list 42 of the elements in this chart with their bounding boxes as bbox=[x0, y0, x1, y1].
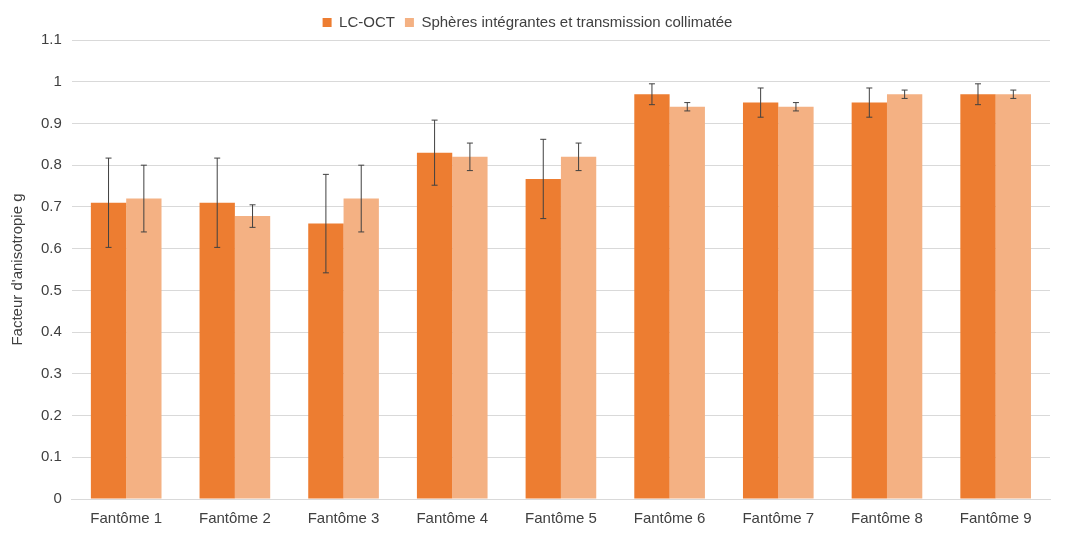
bar bbox=[308, 223, 344, 499]
y-tick-label: 0.2 bbox=[40, 405, 62, 423]
bar bbox=[416, 152, 453, 499]
y-tick-label: 0.5 bbox=[40, 280, 62, 298]
bar bbox=[234, 216, 271, 499]
x-tick-label: Fantôme 1 bbox=[90, 509, 163, 527]
x-tick-label: Fantôme 7 bbox=[742, 509, 815, 527]
bar bbox=[90, 202, 127, 499]
y-axis-title: Facteur d'anisotropie g bbox=[8, 193, 26, 346]
y-tick-label: 0.7 bbox=[40, 197, 62, 215]
x-tick-label: Fantôme 6 bbox=[633, 509, 706, 527]
bar bbox=[634, 94, 670, 499]
bar bbox=[452, 156, 488, 499]
x-tick-label: Fantôme 4 bbox=[416, 509, 489, 527]
bar bbox=[343, 198, 379, 499]
y-tick-label: 1 bbox=[53, 71, 62, 89]
legend-label: LC-OCT bbox=[339, 12, 395, 30]
bar bbox=[199, 202, 235, 499]
bar bbox=[995, 94, 1031, 499]
y-tick-label: 0.3 bbox=[40, 363, 62, 381]
bar bbox=[742, 102, 779, 499]
x-tick-label: Fantôme 9 bbox=[959, 509, 1032, 527]
x-tick-label: Fantôme 5 bbox=[525, 509, 597, 527]
bar bbox=[886, 94, 923, 499]
bar bbox=[669, 106, 705, 499]
y-tick-label: 0 bbox=[53, 489, 62, 507]
y-tick-label: 0.4 bbox=[40, 322, 62, 340]
y-tick-label: 0.9 bbox=[40, 113, 62, 131]
x-tick-label: Fantôme 2 bbox=[199, 509, 271, 527]
bar bbox=[851, 102, 887, 499]
y-tick-label: 1.1 bbox=[40, 30, 62, 48]
x-tick-label: Fantôme 3 bbox=[307, 509, 380, 527]
legend-label: Sphères intégrantes et transmission collimatée bbox=[421, 12, 733, 30]
y-tick-label: 0.6 bbox=[40, 238, 62, 256]
bar bbox=[560, 156, 597, 499]
bar bbox=[778, 106, 814, 499]
x-tick-label: Fantôme 8 bbox=[851, 509, 923, 527]
y-tick-label: 0.8 bbox=[40, 155, 62, 173]
y-tick-label: 0.1 bbox=[40, 447, 62, 465]
bar bbox=[960, 94, 996, 499]
bar bbox=[126, 198, 162, 499]
bar bbox=[525, 178, 561, 499]
